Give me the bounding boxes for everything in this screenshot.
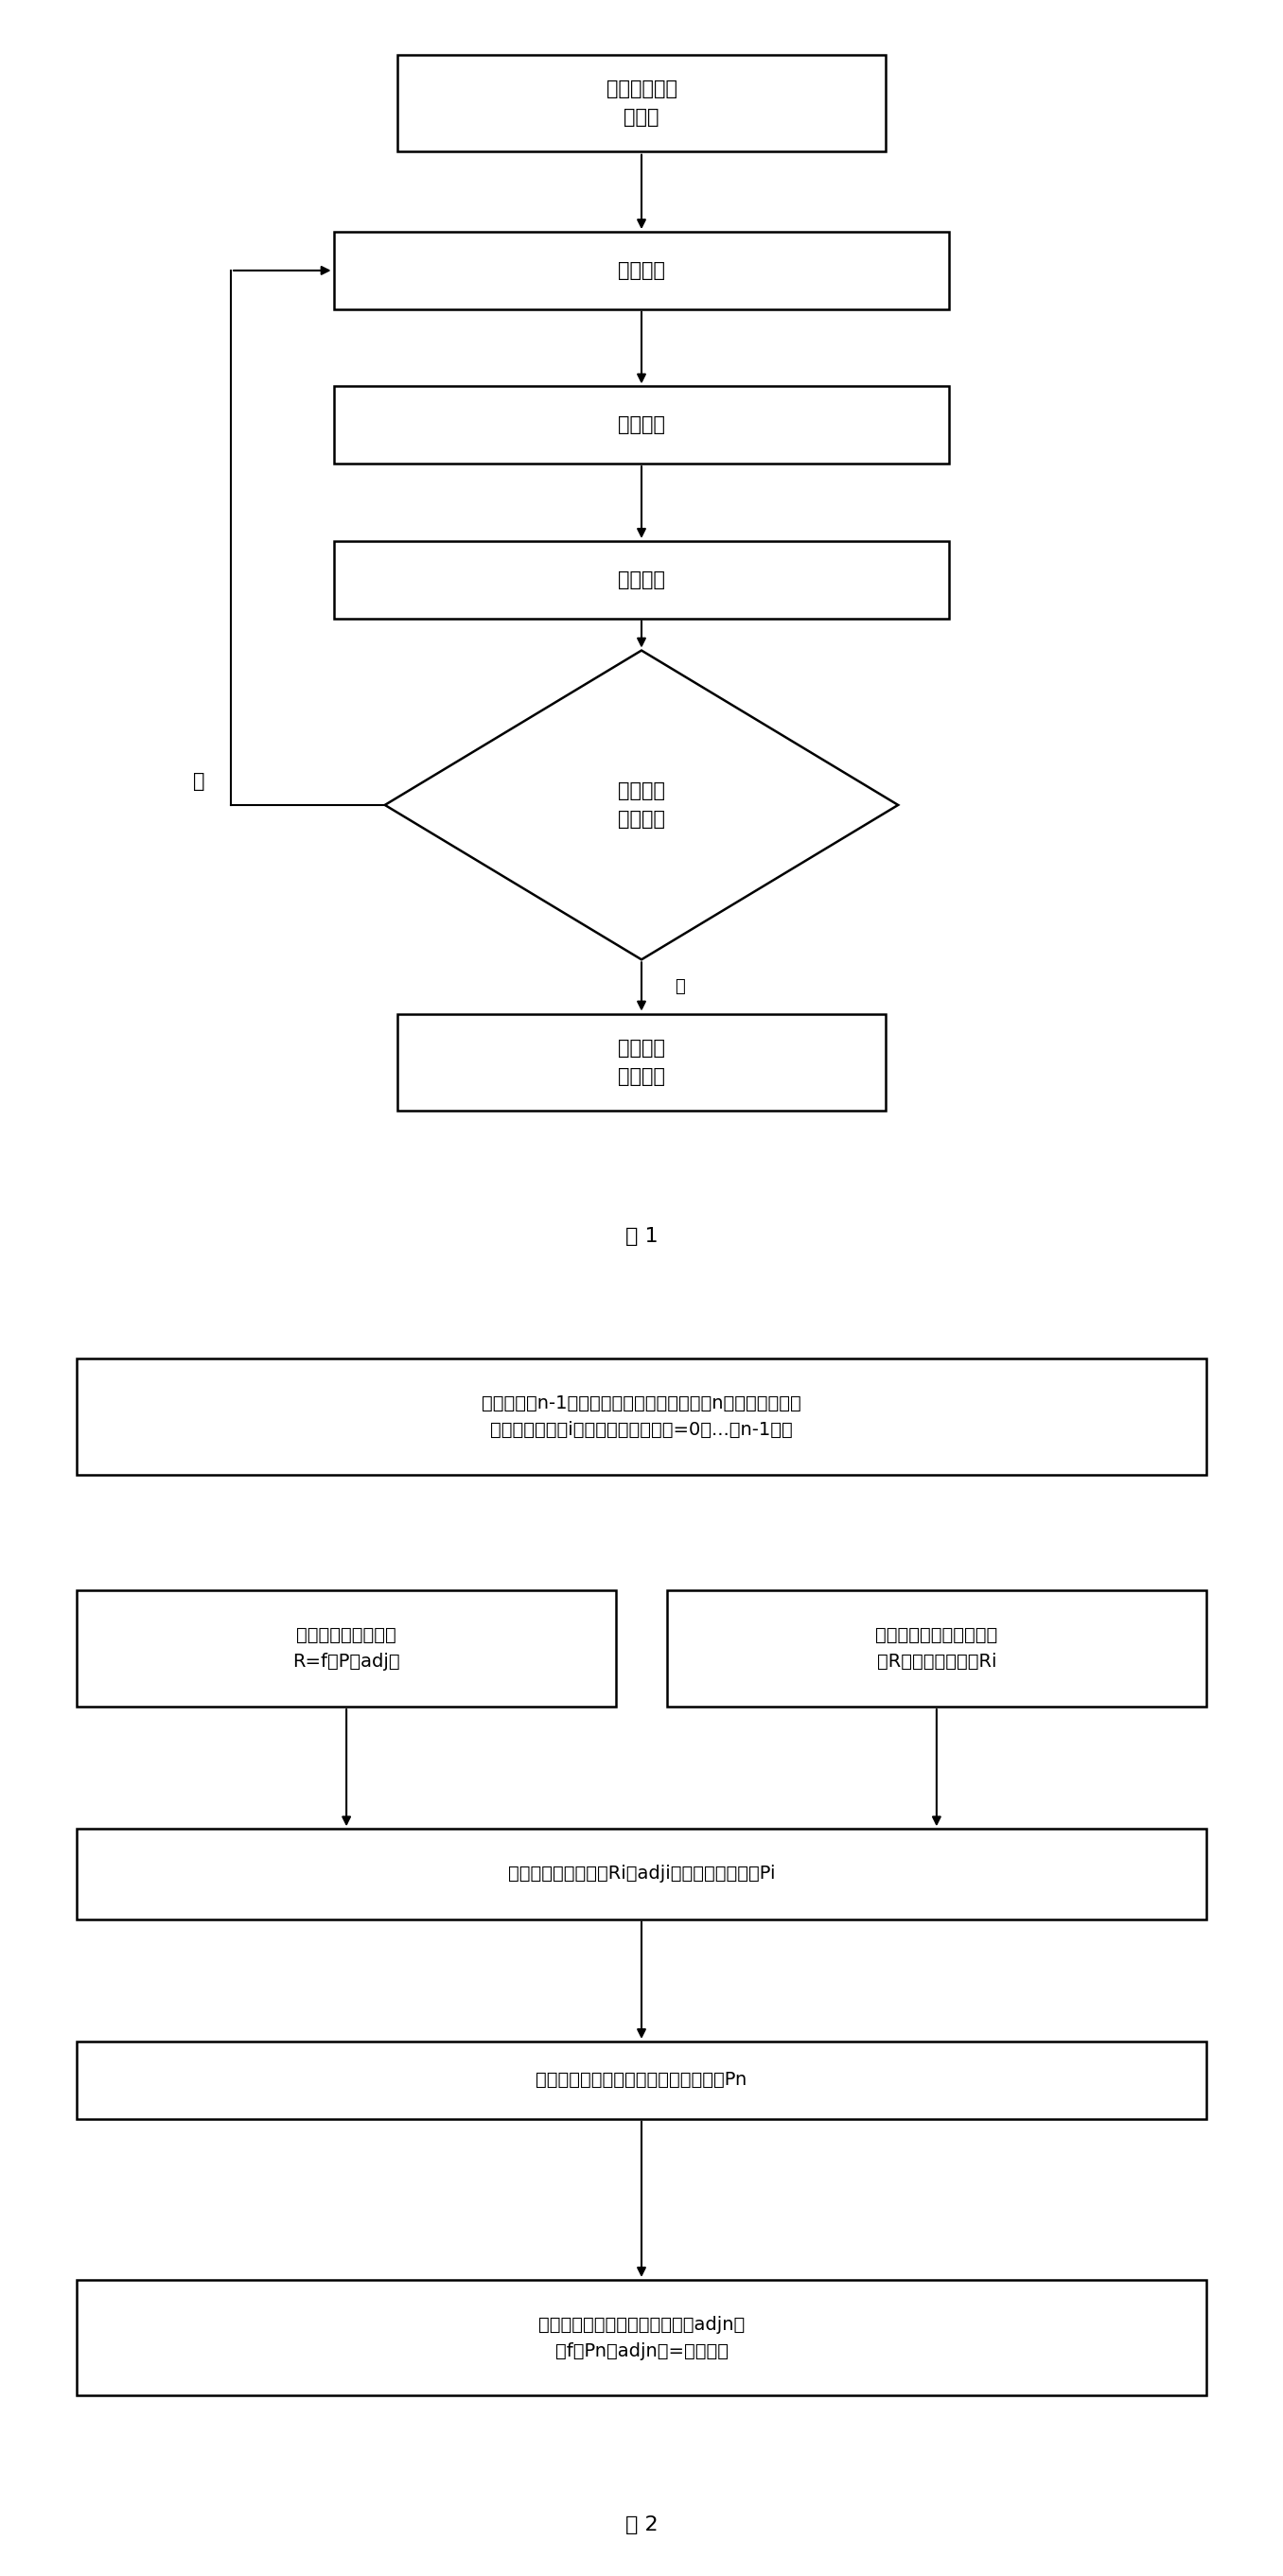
Bar [77, 2280, 1206, 2396]
Bar [398, 1015, 885, 1110]
Bar [667, 1592, 1206, 1708]
Polygon shape [385, 649, 898, 961]
Bar [398, 54, 885, 152]
Text: 应用时间序列分析，预测下一次工艺的Pn: 应用时间序列分析，预测下一次工艺的Pn [536, 2071, 747, 2089]
Text: 模型识别: 模型识别 [618, 260, 665, 281]
Text: 是: 是 [675, 979, 685, 994]
Text: 每次工艺后，测试工艺结
果R，构成时间序列Ri: 每次工艺后，测试工艺结 果R，构成时间序列Ri [875, 1625, 998, 1672]
Bar [334, 541, 949, 618]
Bar [77, 1592, 616, 1708]
Text: 模型检验: 模型检验 [618, 569, 665, 590]
Bar [77, 1360, 1206, 1473]
Text: 判断模型
是否可取: 判断模型 是否可取 [618, 781, 665, 829]
Text: 参数估计: 参数估计 [618, 415, 665, 435]
Text: 由工艺模型，已知量Ri，adji，计算各次工艺的Pi: 由工艺模型，已知量Ri，adji，计算各次工艺的Pi [508, 1865, 775, 1883]
Bar [334, 232, 949, 309]
Bar [334, 386, 949, 464]
Text: 平稳性检验及
平稳化: 平稳性检验及 平稳化 [606, 80, 677, 126]
Bar [77, 1829, 1206, 1919]
Text: 图 2: 图 2 [625, 2514, 658, 2535]
Text: 确定模型
具体形式: 确定模型 具体形式 [618, 1038, 665, 1087]
Text: 工艺建模。工艺结果
R=f（P，adj）: 工艺建模。工艺结果 R=f（P，adj） [293, 1625, 400, 1672]
Text: 已进行了（n-1）次工艺，确定下一次，即第n次工艺的条件的
过程如下（以下i为历次工艺的标号，=0，...，n-1），: 已进行了（n-1）次工艺，确定下一次，即第n次工艺的条件的 过程如下（以下i为历… [481, 1394, 802, 1440]
Text: 图 1: 图 1 [625, 1226, 658, 1247]
Bar [77, 2040, 1206, 2117]
Text: 否: 否 [192, 773, 205, 791]
Text: 由工艺模型，调整下一次的参数adjn，
使f（Pn，adjn）=工艺目标: 由工艺模型，调整下一次的参数adjn， 使f（Pn，adjn）=工艺目标 [539, 2316, 744, 2360]
